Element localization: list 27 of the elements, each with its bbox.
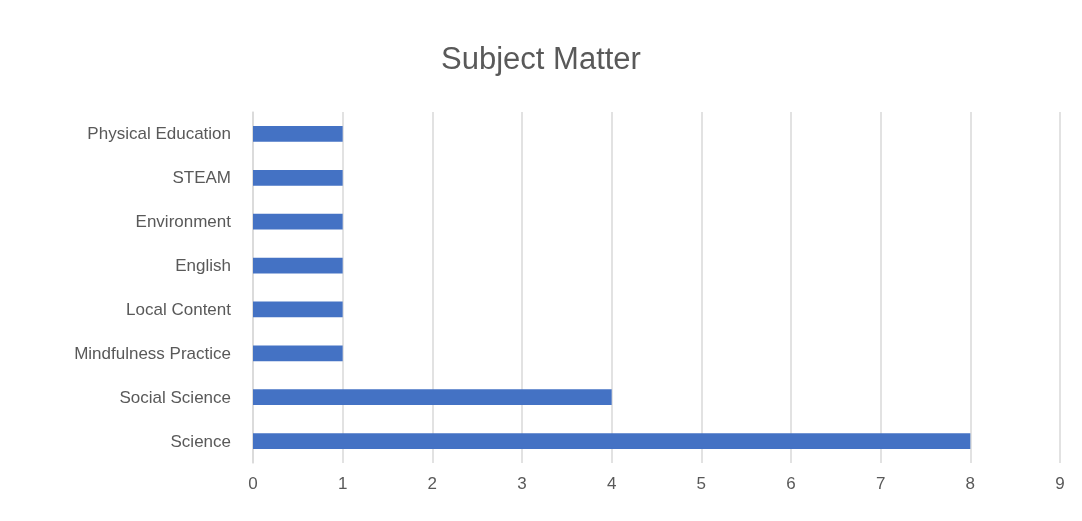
- x-tick-label: 7: [875, 474, 886, 493]
- bar: [253, 389, 612, 406]
- x-tick-label: 3: [517, 474, 527, 493]
- x-tick-label: 6: [786, 474, 796, 493]
- y-tick-label: Environment: [135, 212, 232, 232]
- x-tick-label: 1: [337, 474, 348, 493]
- y-tick-label: Local Content: [126, 299, 232, 319]
- x-tick-label: 2: [427, 474, 438, 493]
- x-tick-label: 9: [1055, 474, 1065, 493]
- y-tick-label: Mindfulness Practice: [74, 343, 231, 363]
- bar: [253, 433, 971, 449]
- x-tick-label: 8: [965, 474, 976, 493]
- chart-title: Subject Matter: [441, 41, 641, 76]
- y-tick-label: Science: [170, 431, 231, 451]
- x-tick-label: 0: [248, 474, 258, 493]
- x-tick-label: 4: [606, 474, 617, 493]
- y-tick-label: Social Science: [119, 387, 231, 407]
- x-tick-label: 5: [696, 474, 707, 493]
- bar: [253, 126, 343, 142]
- y-tick-label: STEAM: [172, 168, 231, 188]
- y-tick-label: English: [175, 256, 231, 276]
- bar: [253, 345, 343, 362]
- y-tick-label: Physical Education: [87, 124, 231, 144]
- bar: [253, 169, 343, 186]
- bar: [253, 213, 343, 230]
- bar: [253, 301, 343, 318]
- bar: [253, 257, 343, 274]
